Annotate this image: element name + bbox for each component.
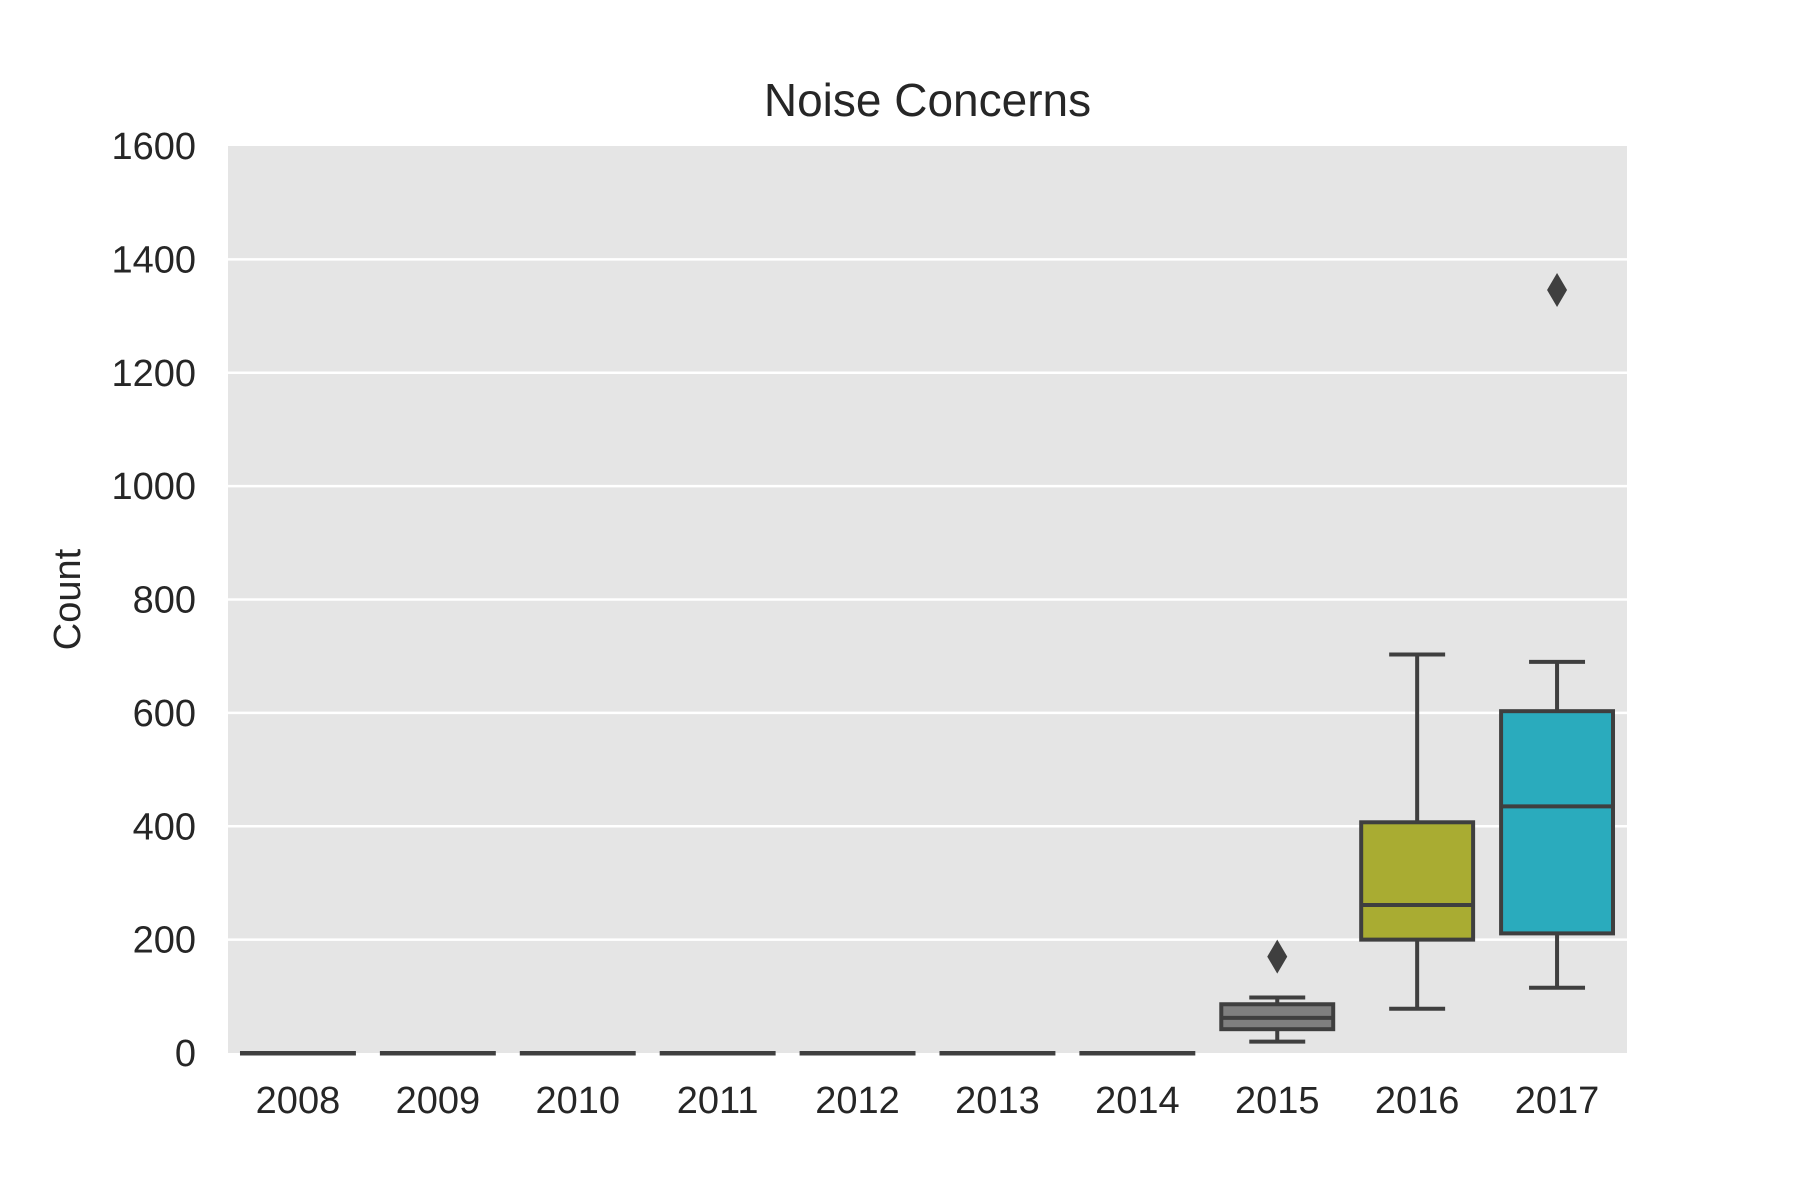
x-tick-label: 2016 (1375, 1080, 1460, 1122)
x-tick-label: 2013 (955, 1080, 1040, 1122)
y-tick-label: 0 (175, 1033, 196, 1075)
y-tick-label: 1200 (111, 353, 196, 395)
x-tick-label: 2011 (677, 1080, 759, 1122)
y-tick-label: 1600 (111, 126, 196, 168)
box-body (1499, 709, 1616, 936)
y-tick-label: 1400 (111, 239, 196, 281)
outlier-point (1267, 939, 1288, 974)
box-2012 (799, 1051, 916, 1056)
box-2010 (519, 1051, 636, 1056)
box-2015 (1219, 939, 1336, 1044)
y-tick-label: 200 (133, 920, 196, 962)
y-tick-label: 1000 (111, 466, 196, 508)
x-axis-ticks: 2008 2009 2010 2011 2012 2013 2014 2015 2016 2017 (256, 1080, 1600, 1122)
box-2016 (1359, 652, 1476, 1011)
box-2013 (939, 1051, 1056, 1056)
x-tick-label: 2010 (535, 1080, 620, 1122)
box-body (1359, 820, 1476, 942)
x-tick-label: 2009 (396, 1080, 481, 1122)
x-tick-label: 2008 (256, 1080, 341, 1122)
grid-lines (228, 258, 1627, 941)
box-2011 (659, 1051, 776, 1056)
outlier-point (1547, 272, 1568, 307)
box-2009 (379, 1051, 496, 1056)
x-tick-label: 2014 (1095, 1080, 1180, 1122)
y-axis-ticks: 0 200 400 600 800 1000 1200 1400 1600 (111, 126, 196, 1075)
x-tick-label: 2012 (815, 1080, 900, 1122)
y-tick-label: 800 (133, 580, 196, 622)
y-tick-label: 600 (133, 693, 196, 735)
chart-title: Noise Concerns (764, 74, 1091, 126)
y-axis-label: Count (47, 548, 89, 650)
box-2014 (1079, 1051, 1196, 1056)
box-2017 (1499, 272, 1616, 990)
x-tick-label: 2015 (1235, 1080, 1320, 1122)
y-tick-label: 400 (133, 806, 196, 848)
box-series (239, 272, 1616, 1056)
x-tick-label: 2017 (1515, 1080, 1600, 1122)
box-2008 (239, 1051, 356, 1056)
